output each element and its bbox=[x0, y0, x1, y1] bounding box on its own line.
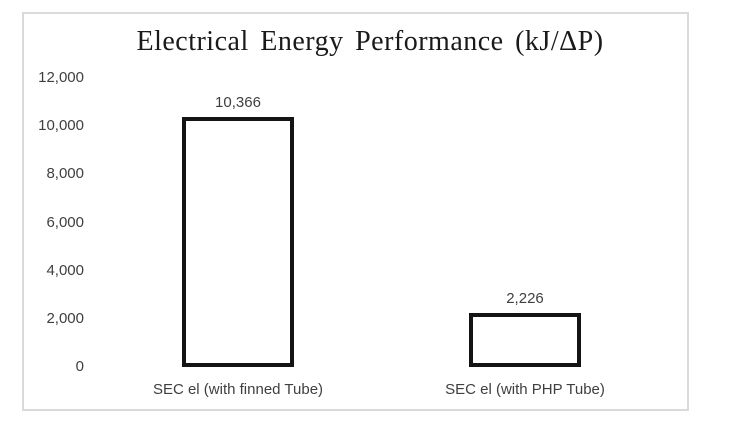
y-tick-label: 8,000 bbox=[46, 165, 84, 183]
bar-finned-tube bbox=[182, 117, 294, 367]
y-tick-label: 2,000 bbox=[46, 309, 84, 327]
chart-title: Electrical Energy Performance (kJ/ΔP) bbox=[136, 26, 604, 57]
y-tick-label: 0 bbox=[75, 358, 84, 375]
y-tick-label: 10,000 bbox=[38, 117, 84, 135]
chart-frame bbox=[22, 12, 689, 411]
y-tick-label: 4,000 bbox=[46, 261, 84, 279]
bar-php-tube bbox=[469, 313, 581, 367]
y-tick-label: 12,000 bbox=[38, 69, 84, 86]
y-tick-label: 6,000 bbox=[46, 213, 84, 231]
data-label-finned-tube: 10,366 bbox=[215, 94, 261, 111]
category-label-finned-tube: SEC el (with finned Tube) bbox=[152, 381, 324, 398]
data-label-php-tube: 2,226 bbox=[506, 290, 544, 307]
category-label-php-tube: SEC el (with PHP Tube) bbox=[445, 381, 605, 398]
